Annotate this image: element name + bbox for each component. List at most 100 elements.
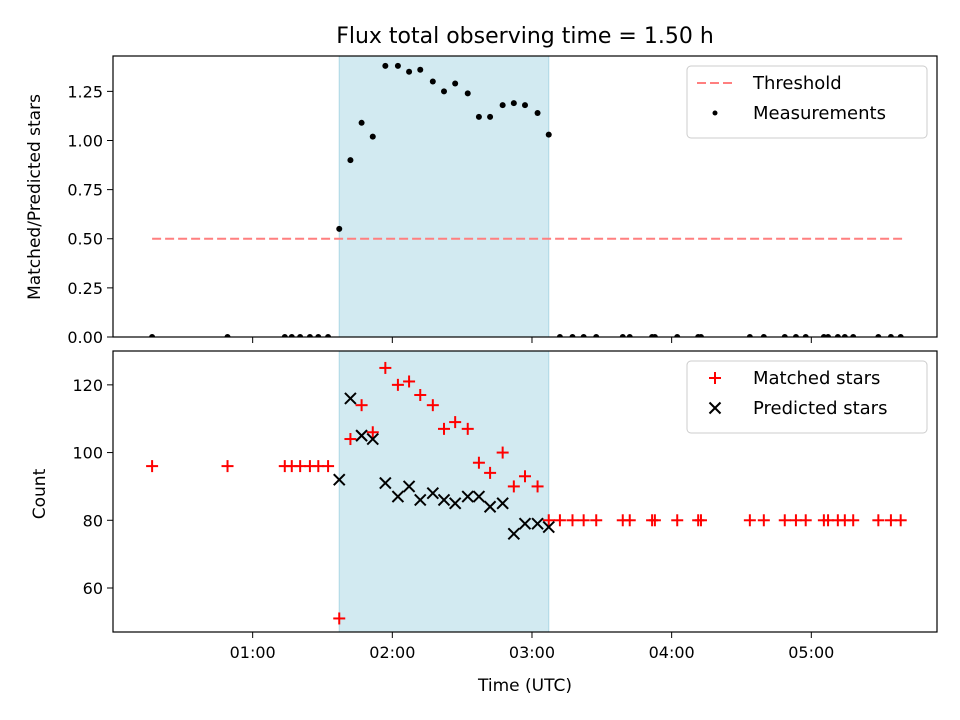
data-point bbox=[545, 131, 552, 138]
data-point bbox=[648, 514, 661, 527]
bottom-axes-frame bbox=[112, 350, 938, 633]
data-point bbox=[484, 466, 497, 479]
x-tick-label: 04:00 bbox=[649, 643, 695, 662]
data-point bbox=[461, 490, 474, 503]
data-point bbox=[619, 334, 626, 337]
top-chart-title: Flux total observing time = 1.50 h bbox=[336, 24, 714, 49]
data-point bbox=[542, 520, 555, 534]
data-point bbox=[802, 334, 809, 337]
data-point bbox=[872, 514, 885, 527]
data-point bbox=[593, 334, 600, 337]
data-point bbox=[499, 102, 506, 109]
data-point bbox=[496, 497, 509, 510]
y-tick-label: 0.00 bbox=[67, 328, 103, 347]
top-legend: Threshold Measurements bbox=[686, 65, 928, 139]
data-point bbox=[322, 460, 335, 473]
bottom-plot-area bbox=[146, 361, 907, 625]
data-point bbox=[347, 157, 354, 164]
x-tick-label: 02:00 bbox=[369, 643, 415, 662]
legend-label: Measurements bbox=[753, 103, 886, 124]
data-point bbox=[452, 80, 459, 87]
legend-label: Predicted stars bbox=[753, 398, 887, 419]
data-point bbox=[697, 334, 704, 337]
bottom-legend: Matched stars Predicted stars bbox=[686, 360, 928, 434]
data-point bbox=[841, 334, 848, 337]
data-point bbox=[875, 334, 882, 337]
x-tick-label: 01:00 bbox=[230, 643, 276, 662]
data-point bbox=[510, 100, 517, 107]
data-point bbox=[472, 456, 485, 469]
y-tick-label: 0.25 bbox=[67, 279, 103, 298]
data-point bbox=[391, 490, 405, 503]
top-chart: 0.00 0.25 0.50 0.75 1.00 1.25 Threshold Measure… bbox=[67, 55, 938, 347]
data-point bbox=[426, 399, 439, 412]
data-point bbox=[531, 480, 544, 493]
data-point bbox=[694, 514, 707, 527]
data-point bbox=[623, 514, 636, 527]
data-point bbox=[344, 433, 357, 446]
data-point bbox=[437, 422, 450, 435]
data-point bbox=[440, 88, 447, 95]
data-point bbox=[224, 334, 231, 337]
y-tick-label: 0.50 bbox=[67, 230, 103, 249]
data-point bbox=[651, 334, 658, 337]
data-point bbox=[566, 514, 579, 527]
data-point bbox=[369, 133, 376, 140]
data-point bbox=[394, 62, 401, 69]
data-point bbox=[534, 109, 541, 116]
data-point bbox=[626, 334, 633, 337]
data-point bbox=[487, 113, 494, 120]
data-point bbox=[281, 334, 288, 337]
data-point bbox=[379, 476, 392, 490]
data-point bbox=[799, 514, 812, 527]
data-point bbox=[402, 480, 416, 493]
legend-entry: Matched stars bbox=[709, 368, 880, 389]
data-point bbox=[847, 514, 860, 527]
data-point bbox=[887, 334, 894, 337]
data-point bbox=[355, 429, 368, 442]
legend-entry: Measurements bbox=[712, 103, 886, 124]
data-point bbox=[522, 102, 528, 109]
legend-box bbox=[686, 360, 928, 434]
legend-marker bbox=[708, 401, 722, 415]
legend-entry: Predicted stars bbox=[708, 398, 887, 419]
data-point bbox=[542, 514, 555, 527]
legend-label: Matched stars bbox=[753, 368, 880, 389]
data-point bbox=[569, 334, 576, 337]
data-point bbox=[461, 422, 474, 435]
data-point bbox=[894, 514, 907, 527]
data-point bbox=[297, 334, 304, 337]
y-tick-label: 0.75 bbox=[67, 181, 103, 200]
bottom-series-matched-stars bbox=[146, 361, 907, 625]
top-series-measurements bbox=[149, 62, 904, 337]
data-point bbox=[379, 361, 392, 374]
x-tick-label: 05:00 bbox=[788, 643, 834, 662]
data-point bbox=[746, 334, 753, 337]
top-plot-area bbox=[149, 62, 904, 337]
y-tick-label: 60 bbox=[83, 579, 103, 598]
data-point bbox=[382, 62, 389, 69]
data-point bbox=[417, 66, 424, 73]
data-point bbox=[464, 90, 471, 97]
y-tick-label: 1.25 bbox=[67, 82, 103, 101]
data-point bbox=[366, 426, 379, 439]
data-point bbox=[518, 517, 532, 530]
data-point bbox=[366, 432, 379, 446]
data-point bbox=[149, 334, 156, 337]
data-point bbox=[671, 514, 684, 527]
data-point bbox=[336, 225, 343, 232]
data-point bbox=[333, 612, 346, 625]
top-axes-frame bbox=[112, 55, 938, 338]
bottom-chart: 60 80 100 120 01:00 02:00 03:00 04:00 05:00 Match… bbox=[72, 350, 938, 662]
data-point bbox=[358, 119, 365, 126]
data-point bbox=[580, 334, 587, 337]
data-point bbox=[781, 334, 788, 337]
data-point bbox=[414, 389, 427, 402]
data-point bbox=[344, 392, 357, 405]
bottom-observing-span bbox=[338, 350, 550, 633]
data-point bbox=[406, 68, 413, 75]
data-point bbox=[437, 493, 451, 507]
legend-marker bbox=[709, 372, 721, 384]
bottom-chart-xlabel: Time (UTC) bbox=[477, 676, 572, 696]
